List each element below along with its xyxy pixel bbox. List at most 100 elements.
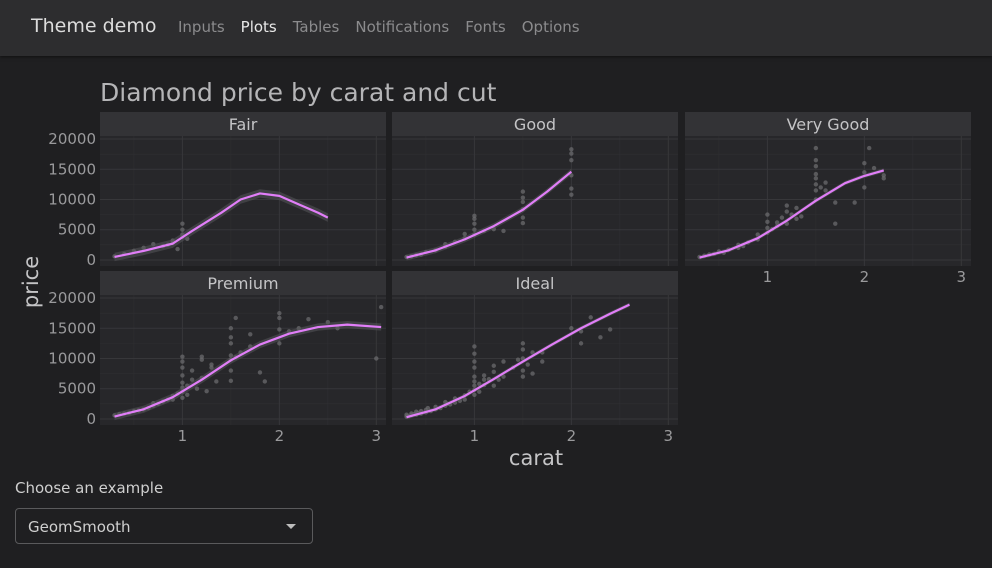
data-point (862, 170, 867, 175)
x-tick-label: 1 (763, 268, 773, 286)
data-point (871, 165, 877, 171)
data-point (204, 388, 209, 394)
data-point (472, 365, 477, 370)
data-point (472, 351, 477, 356)
data-point (472, 216, 477, 222)
data-point (765, 225, 770, 231)
data-point (262, 379, 268, 384)
chevron-down-icon (286, 524, 296, 529)
data-point (520, 215, 526, 220)
x-axis-label: carat (509, 446, 563, 470)
data-point (472, 221, 477, 226)
data-point (199, 357, 204, 362)
data-point (813, 171, 819, 177)
data-point (784, 203, 789, 208)
data-point (823, 188, 828, 193)
data-point (569, 326, 574, 331)
x-tick-label: 2 (275, 427, 285, 445)
data-point (813, 176, 819, 181)
y-tick-label: 5000 (58, 380, 96, 398)
data-point (607, 327, 613, 332)
data-point (228, 378, 234, 384)
data-point (501, 228, 506, 234)
y-tick-label: 10000 (48, 349, 96, 367)
data-point (569, 186, 574, 191)
data-point (520, 195, 526, 200)
data-point (794, 205, 799, 211)
data-point (784, 209, 789, 214)
data-point (818, 185, 823, 190)
nav-item-plots[interactable]: Plots (240, 18, 277, 36)
data-point (520, 189, 526, 194)
facet-strip (392, 271, 678, 295)
example-select[interactable]: GeomSmooth (15, 508, 313, 544)
data-point (180, 373, 185, 378)
nav-item-fonts[interactable]: Fonts (465, 18, 506, 36)
data-point (501, 359, 506, 364)
facet-panel (685, 136, 971, 266)
data-point (209, 365, 214, 370)
data-point (588, 315, 593, 320)
select-value: GeomSmooth (28, 518, 131, 536)
facet-label: Very Good (787, 115, 870, 134)
data-point (598, 335, 603, 340)
data-point (862, 185, 867, 190)
smooth-line (406, 303, 630, 419)
data-point (228, 335, 234, 340)
data-point (277, 327, 282, 332)
data-point (462, 231, 467, 237)
data-point (520, 341, 526, 346)
data-point (180, 395, 185, 400)
x-tick-label: 3 (372, 427, 382, 445)
data-point (277, 310, 282, 316)
data-point (228, 341, 234, 346)
confidence-band (406, 168, 572, 261)
data-point (491, 369, 496, 374)
y-tick-label: 20000 (48, 289, 96, 307)
data-point (765, 212, 770, 217)
data-point (472, 359, 477, 364)
nav-item-options[interactable]: Options (521, 18, 580, 36)
y-tick-label: 15000 (48, 319, 96, 337)
data-point (520, 368, 526, 373)
y-tick-label: 0 (86, 410, 96, 428)
facet-strip (100, 112, 386, 136)
nav-item-tables[interactable]: Tables (292, 18, 340, 36)
confidence-band (114, 189, 328, 262)
data-point (569, 157, 574, 163)
data-point (180, 380, 185, 385)
data-point (525, 362, 530, 367)
data-point (180, 221, 185, 226)
data-point (277, 341, 282, 346)
data-point (228, 326, 234, 331)
data-point (175, 246, 180, 252)
data-point (374, 356, 379, 361)
facet-strip (392, 112, 678, 136)
faceted-chart: Diamond price by carat and cut Fair 0 5000 1… (19, 78, 971, 470)
data-point (199, 354, 204, 359)
smooth-line (114, 323, 382, 418)
data-point (189, 368, 195, 373)
facet-label: Premium (207, 274, 278, 293)
data-point (520, 220, 526, 226)
data-point (491, 383, 496, 388)
data-point (520, 347, 526, 352)
x-tick-label: 2 (567, 427, 577, 445)
data-point (228, 368, 234, 373)
data-point (257, 370, 263, 375)
nav-item-notifications[interactable]: Notifications (355, 18, 450, 36)
data-point (189, 377, 195, 382)
data-point (214, 379, 219, 384)
data-point (540, 359, 545, 364)
data-point (209, 362, 214, 367)
x-tick-label: 1 (178, 427, 188, 445)
nav-item-inputs[interactable]: Inputs (178, 18, 225, 36)
data-point (520, 199, 526, 205)
data-point (813, 164, 819, 169)
brand-title[interactable]: Theme demo (31, 15, 157, 37)
data-point (306, 316, 311, 322)
confidence-band (699, 168, 884, 260)
data-point (472, 227, 477, 232)
data-point (813, 182, 819, 187)
data-point (569, 147, 574, 152)
